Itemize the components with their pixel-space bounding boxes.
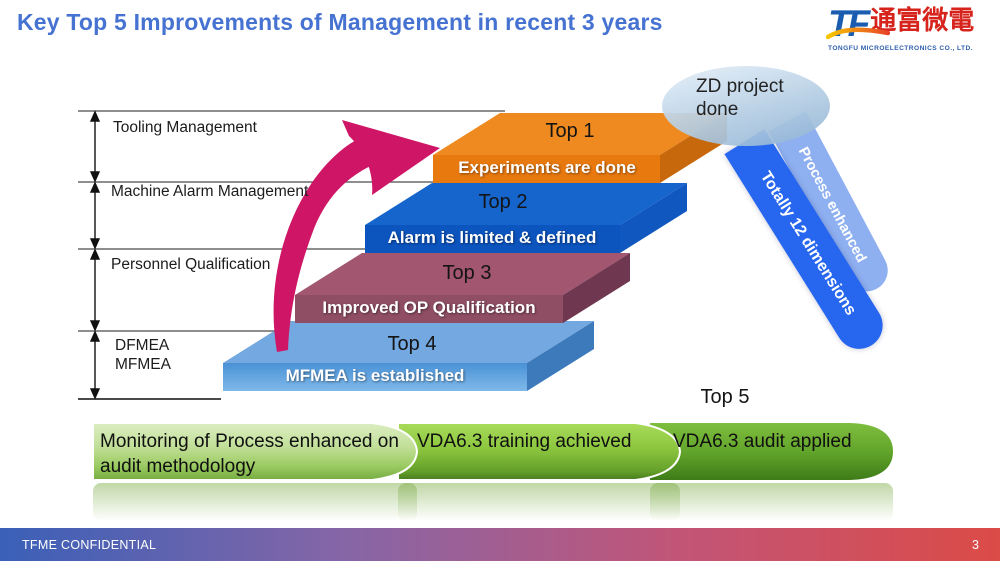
step-top3-top-face	[295, 253, 630, 295]
zd-project-label: ZD project done	[696, 76, 784, 120]
step-rank-label: Top 1	[545, 120, 595, 142]
banner-reflection	[398, 483, 680, 521]
footer-bar: TFME CONFIDENTIAL 3	[0, 528, 1000, 561]
step-achievement-label: Improved OP Qualification	[322, 298, 536, 317]
step-top2-side-face	[620, 183, 687, 253]
step-achievement-label: Alarm is limited & defined	[387, 228, 597, 247]
banner-label-training: VDA6.3 training achieved	[417, 431, 632, 452]
arrowhead-up-icon	[89, 110, 101, 122]
step-rank-label: Top 2	[478, 191, 528, 213]
banner-reflection	[93, 483, 417, 521]
top5-banners	[92, 422, 893, 521]
growth-arrow-icon	[273, 120, 440, 352]
logo-company-name-cn: 通富微電	[870, 6, 975, 36]
category-label-dfmea: DFMEA	[115, 337, 170, 354]
category-label-mfmea: MFMEA	[115, 356, 171, 373]
step-top1-front-face	[433, 155, 660, 183]
step-top4-front-face	[223, 363, 527, 391]
banner-audit-applied	[650, 423, 893, 480]
step-top3-front-face	[295, 295, 563, 323]
category-label-tooling: Tooling Management	[113, 119, 257, 136]
category-label-machine-alarm: Machine Alarm Management	[111, 183, 309, 200]
company-logo: TF 通富微電 TONGFU MICROELECTRONICS CO., LTD…	[826, 5, 998, 52]
range-double-arrows	[89, 110, 101, 400]
banner-training-achieved	[397, 422, 682, 481]
page-number: 3	[972, 537, 979, 552]
arrowhead-up-icon	[89, 248, 101, 260]
step-top2	[365, 183, 687, 253]
step-top1	[433, 113, 727, 183]
logo-swoosh-icon	[826, 27, 890, 40]
logo-row: TF 通富微電	[826, 5, 998, 43]
arrowhead-down-icon	[89, 171, 101, 183]
step-top2-front-face	[365, 225, 620, 253]
step-achievement-label: MFMEA is established	[285, 366, 465, 385]
arrowhead-up-icon	[89, 181, 101, 193]
step-top4	[223, 321, 594, 391]
top5-rank-label: Top 5	[700, 386, 750, 408]
step-rank-label: Top 4	[387, 333, 437, 355]
banner-monitoring	[92, 422, 419, 481]
confidential-label: TFME CONFIDENTIAL	[22, 537, 157, 552]
step-top3	[295, 253, 630, 323]
arrowhead-down-icon	[89, 238, 101, 250]
step-top3-side-face	[563, 253, 630, 323]
page-title: Key Top 5 Improvements of Management in …	[17, 9, 663, 35]
arrowhead-up-icon	[89, 330, 101, 342]
arrowhead-down-icon	[89, 320, 101, 332]
banner-reflection	[650, 483, 893, 521]
logo-company-name-en: TONGFU MICROELECTRONICS CO., LTD.	[828, 45, 974, 52]
step-top4-side-face	[527, 321, 594, 391]
growth-arrow-head	[342, 120, 440, 195]
arrowhead-down-icon	[89, 388, 101, 400]
zd-project-ellipse: ZD project done	[662, 66, 830, 146]
step-top1-top-face	[433, 113, 727, 155]
category-label-personnel: Personnel Qualification	[111, 256, 271, 273]
banner-label-monitoring: Monitoring of Process enhanced on audit …	[100, 431, 399, 478]
step-rank-label: Top 3	[442, 262, 492, 284]
step-achievement-label: Experiments are done	[458, 158, 636, 177]
step-top4-top-face	[223, 321, 594, 363]
banner-label-audit: VDA6.3 audit applied	[673, 431, 852, 452]
step-top2-top-face	[365, 183, 687, 225]
